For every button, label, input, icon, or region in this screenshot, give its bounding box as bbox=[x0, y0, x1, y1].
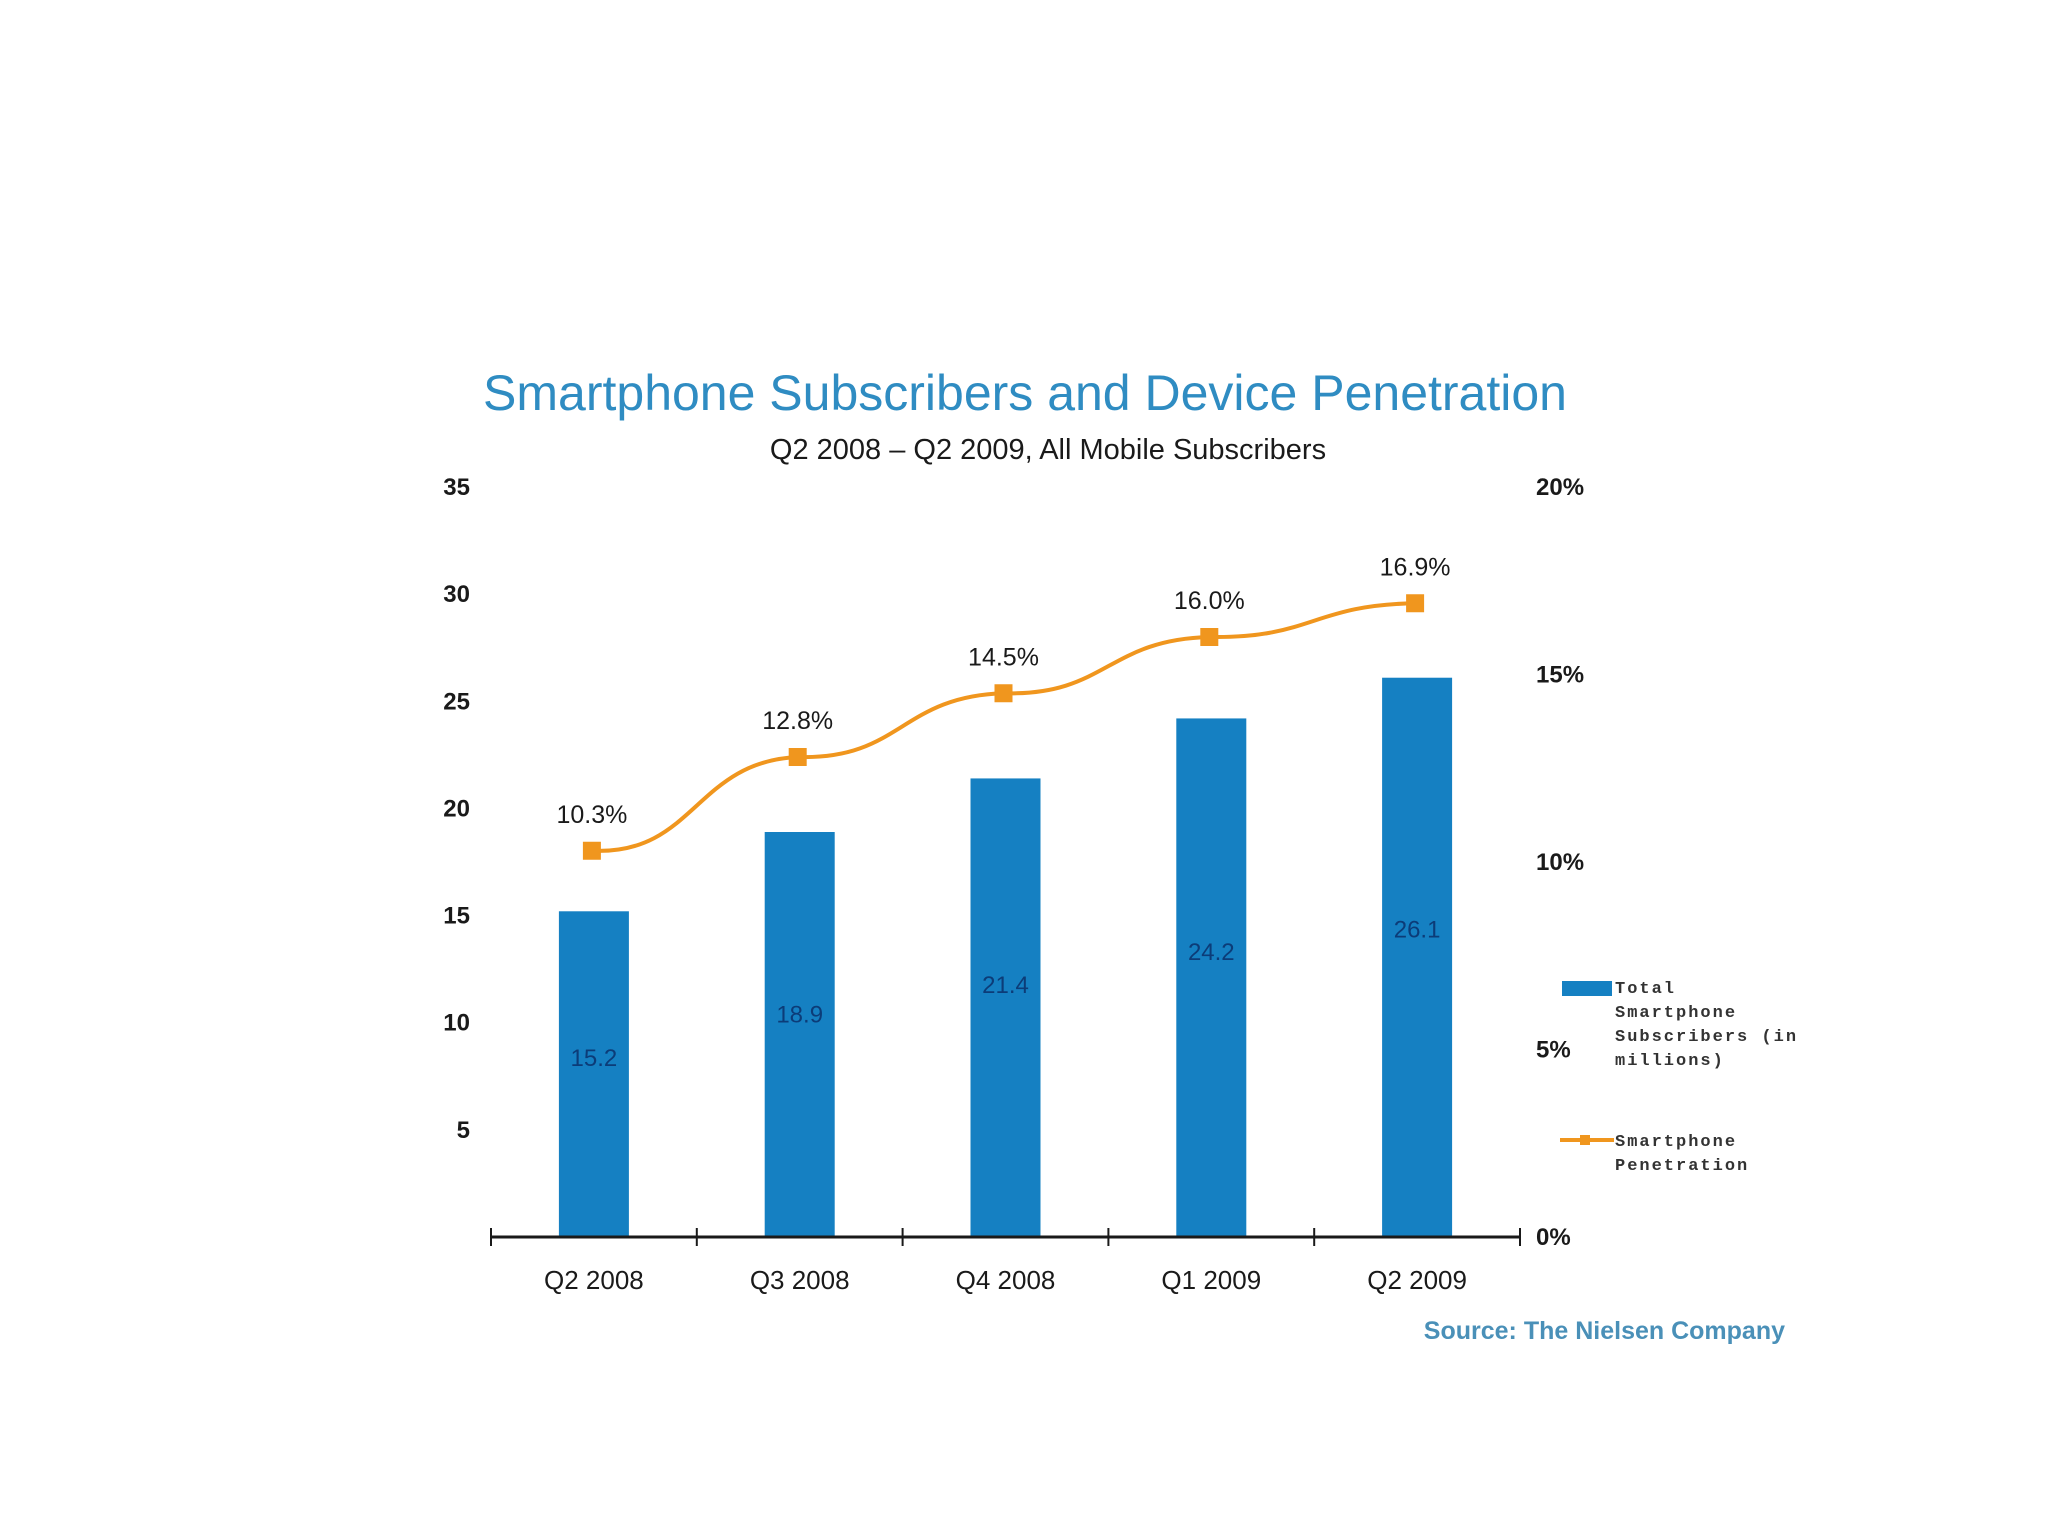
y-axis-right: 0% 5% 10% 15% 20% bbox=[1536, 474, 1584, 1251]
y-tick-label: 15 bbox=[443, 903, 470, 930]
bar-series: 15.2 18.9 21.4 24.2 26.1 bbox=[558, 677, 1453, 1237]
bar bbox=[1382, 677, 1453, 1237]
source-note: Source: The Nielsen Company bbox=[1424, 1317, 1785, 1345]
bar-value-label: 15.2 bbox=[571, 1045, 618, 1072]
bar bbox=[764, 832, 835, 1237]
y-tick-label: 30 bbox=[443, 581, 470, 608]
y2-tick-label: 20% bbox=[1536, 474, 1584, 501]
legend-entry-subscribers: Total Smartphone Subscribers (in millions) bbox=[1615, 980, 1798, 1071]
bar-value-label: 24.2 bbox=[1188, 939, 1235, 966]
line-marker bbox=[788, 748, 807, 766]
legend-label-line: Penetration bbox=[1615, 1157, 1749, 1176]
x-tick-label: Q4 2008 bbox=[956, 1265, 1056, 1295]
legend-label-line: Subscribers (in bbox=[1615, 1028, 1798, 1047]
line-marker bbox=[1406, 594, 1425, 613]
line-value-label: 16.9% bbox=[1380, 553, 1451, 581]
x-axis bbox=[490, 1228, 1521, 1246]
y2-tick-label: 0% bbox=[1536, 1224, 1571, 1251]
y-tick-label: 25 bbox=[443, 688, 470, 715]
legend-line-marker bbox=[1580, 1135, 1590, 1145]
line-value-label: 10.3% bbox=[556, 801, 627, 829]
bar bbox=[1176, 718, 1247, 1237]
x-tick-label: Q2 2009 bbox=[1367, 1265, 1467, 1295]
x-tick-label: Q2 2008 bbox=[544, 1265, 644, 1295]
y-tick-label: 20 bbox=[443, 795, 470, 822]
line-marker bbox=[582, 841, 601, 860]
y-tick-label: 35 bbox=[443, 474, 470, 501]
y2-tick-label: 15% bbox=[1536, 662, 1584, 689]
legend-bar-swatch bbox=[1562, 981, 1612, 996]
y-axis-left: 5 10 15 20 25 30 35 bbox=[443, 474, 470, 1144]
line-value-label: 12.8% bbox=[762, 707, 833, 735]
y2-tick-label: 10% bbox=[1536, 849, 1584, 876]
legend-label-line: millions) bbox=[1615, 1052, 1725, 1071]
line-marker bbox=[994, 684, 1013, 703]
line-series: 10.3% 12.8% 14.5% 16.0% 16.9% bbox=[556, 553, 1451, 860]
line-value-label: 14.5% bbox=[968, 643, 1039, 671]
line-value-label: 16.0% bbox=[1174, 587, 1245, 615]
legend-label-line: Smartphone bbox=[1615, 1133, 1737, 1152]
legend-entry-penetration: Smartphone Penetration bbox=[1615, 1133, 1749, 1176]
line-marker bbox=[1200, 628, 1219, 646]
y-tick-label: 10 bbox=[443, 1010, 470, 1037]
chart-title: Smartphone Subscribers and Device Penetr… bbox=[483, 365, 1567, 421]
bar-value-label: 18.9 bbox=[776, 1001, 823, 1028]
chart-subtitle: Q2 2008 – Q2 2009, All Mobile Subscriber… bbox=[770, 434, 1326, 466]
y2-tick-label: 5% bbox=[1536, 1037, 1571, 1064]
bar bbox=[558, 911, 629, 1237]
x-tick-label: Q3 2008 bbox=[750, 1265, 850, 1295]
bar-value-label: 26.1 bbox=[1394, 916, 1441, 943]
y-tick-label: 5 bbox=[457, 1117, 470, 1144]
legend-label-line: Smartphone bbox=[1615, 1004, 1737, 1023]
legend-label-line: Total bbox=[1615, 980, 1676, 999]
x-tick-label: Q1 2009 bbox=[1161, 1265, 1261, 1295]
bar-value-label: 21.4 bbox=[982, 972, 1029, 999]
bar bbox=[970, 778, 1041, 1237]
x-axis-labels: Q2 2008 Q3 2008 Q4 2008 Q1 2009 Q2 2009 bbox=[544, 1265, 1467, 1295]
